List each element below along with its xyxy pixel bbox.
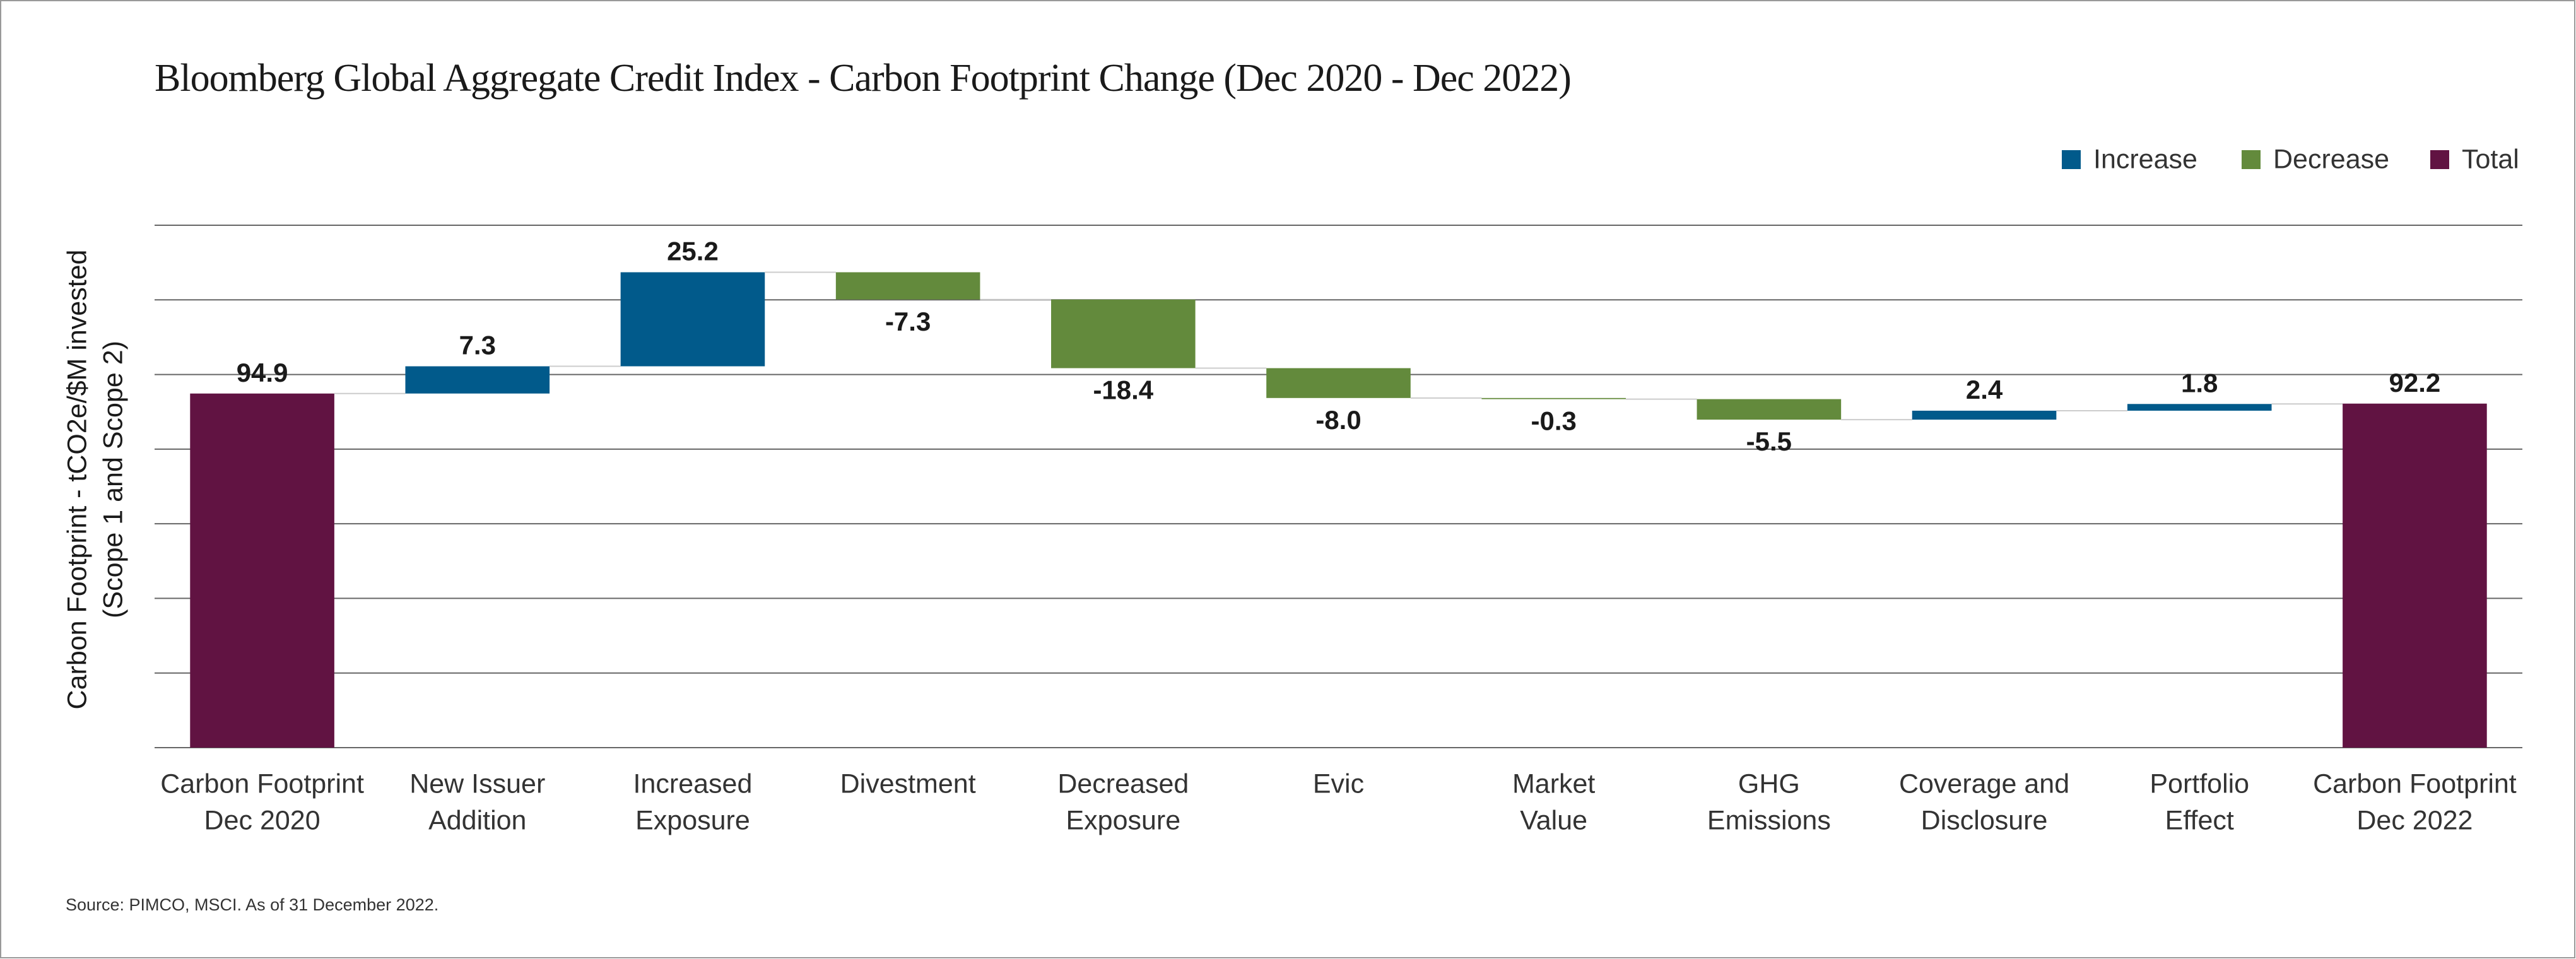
value-label: -7.3 [885, 307, 931, 336]
bar [1266, 368, 1411, 398]
x-tick-label: Portfolio [2150, 768, 2249, 799]
legend-swatch [2430, 150, 2449, 169]
y-axis-label: (Scope 1 and Scope 2) [98, 341, 128, 618]
value-label: -5.5 [1746, 427, 1792, 456]
value-label: 7.3 [459, 331, 496, 360]
value-label: 2.4 [1966, 375, 2003, 404]
x-tick-label: Divestment [840, 768, 976, 799]
source-note: Source: PIMCO, MSCI. As of 31 December 2… [66, 895, 438, 914]
value-label: -0.3 [1531, 406, 1576, 436]
value-label: -18.4 [1093, 375, 1153, 405]
legend-label: Total [2462, 144, 2519, 174]
legend-label: Increase [2093, 144, 2197, 174]
value-label: 25.2 [667, 237, 719, 266]
x-tick-label: Disclosure [1921, 805, 2048, 835]
bar [620, 272, 765, 367]
bar [2343, 403, 2487, 748]
x-tick-label: Emissions [1707, 805, 1831, 835]
bar [190, 393, 334, 748]
x-tick-label: Value [1520, 805, 1587, 835]
chart-title: Bloomberg Global Aggregate Credit Index … [155, 57, 1571, 100]
bar [1912, 410, 2057, 420]
value-label: 1.8 [2181, 368, 2218, 397]
x-tick-label: Dec 2022 [2356, 805, 2473, 835]
value-label: -8.0 [1315, 405, 1361, 435]
value-label: 94.9 [237, 358, 288, 387]
x-tick-label: Market [1512, 768, 1595, 799]
x-tick-label: New Issuer [409, 768, 545, 799]
x-tick-label: Coverage and [1899, 768, 2069, 799]
x-tick-label: Carbon Footprint [2313, 768, 2517, 799]
x-tick-label: GHG [1738, 768, 1800, 799]
legend-label: Decrease [2273, 144, 2389, 174]
x-tick-label: Effect [2165, 805, 2234, 835]
bar [1481, 397, 1626, 399]
bar [405, 366, 550, 394]
x-tick-label: Exposure [1066, 805, 1180, 835]
x-tick-label: Exposure [635, 805, 750, 835]
x-tick-label: Decreased [1057, 768, 1189, 799]
y-axis-label: Carbon Footprint - tCO2e/$M invested [62, 250, 92, 710]
x-tick-label: Increased [633, 768, 753, 799]
x-tick-label: Dec 2020 [204, 805, 321, 835]
x-tick-label: Evic [1313, 768, 1364, 799]
bar [2127, 404, 2272, 411]
bar [1697, 399, 1842, 420]
x-tick-label: Carbon Footprint [160, 768, 364, 799]
legend-swatch [2242, 150, 2261, 169]
value-label: 92.2 [2389, 368, 2441, 397]
x-tick-label: Addition [428, 805, 526, 835]
legend-swatch [2062, 150, 2081, 169]
bar [1051, 299, 1196, 368]
bar [835, 272, 980, 300]
